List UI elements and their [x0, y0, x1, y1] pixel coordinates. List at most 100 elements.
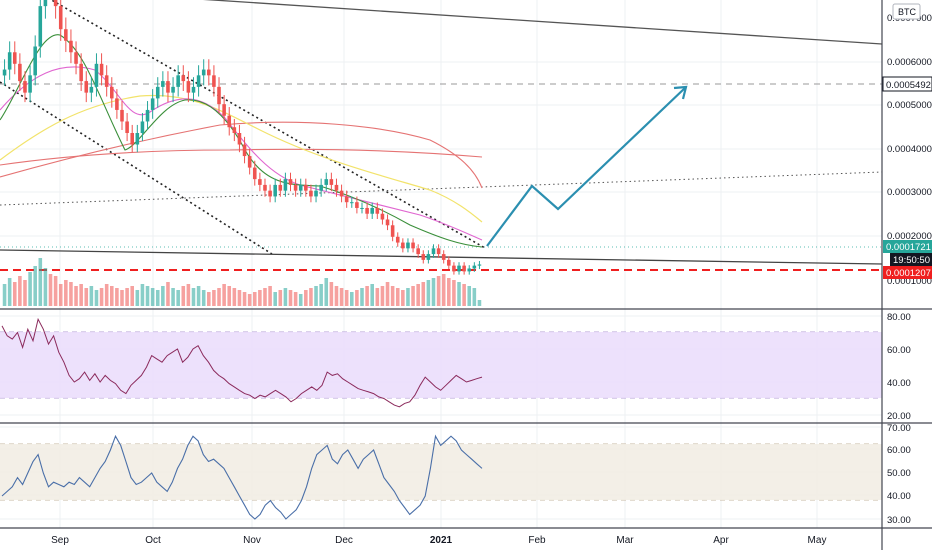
candle: [298, 178, 303, 197]
candle: [201, 59, 206, 86]
candle: [120, 101, 124, 130]
volume-bar: [304, 290, 308, 306]
volume-bar: [452, 280, 456, 306]
stoch-band: [0, 444, 882, 500]
last-price-tag: 0.0001721: [883, 240, 932, 253]
volume-bar: [436, 276, 441, 306]
support-trendline[interactable]: [0, 249, 883, 265]
rsi-band: [0, 332, 882, 398]
volume-bar: [186, 284, 191, 306]
long-trendline[interactable]: [0, 0, 883, 45]
stoch-tick-label: 30.00: [887, 515, 911, 526]
volume-bar: [125, 288, 129, 306]
rsi-line: [1, 317, 483, 408]
drawings: [0, 0, 883, 271]
svg-text:19:50:50: 19:50:50: [893, 255, 930, 266]
volume-bar: [350, 292, 354, 306]
price-tick-label: 0.0005000: [887, 100, 932, 111]
volume-bar: [2, 284, 7, 306]
candle: [344, 190, 349, 208]
volume-bar: [477, 300, 482, 306]
projection-path[interactable]: [486, 85, 688, 247]
candle: [355, 196, 359, 214]
svg-text:0.0001721: 0.0001721: [886, 242, 931, 253]
volume-bar: [263, 288, 267, 306]
volume-bar: [176, 290, 180, 306]
candle: [268, 184, 272, 203]
volume-bar: [181, 286, 186, 306]
candle: [18, 53, 22, 91]
rsi-axis[interactable]: 80.00 60.00 40.00 20.00: [887, 312, 911, 422]
volume-bar: [309, 288, 313, 306]
volume-bar: [355, 290, 359, 306]
channel-top-line[interactable]: [48, 0, 486, 249]
volume-bar: [283, 288, 288, 306]
dotted-resistance-line[interactable]: [0, 171, 883, 206]
time-axis[interactable]: Sep Oct Nov Dec 2021 Feb Mar Apr May: [51, 535, 826, 546]
volume-bar: [273, 292, 277, 306]
x-tick-label: Oct: [145, 535, 161, 546]
candle: [12, 41, 17, 75]
candle: [380, 208, 385, 225]
candle: [171, 77, 175, 103]
volume-bar: [28, 272, 32, 306]
candle: [385, 214, 390, 231]
volume-bar: [74, 286, 78, 306]
volume-bar: [268, 286, 272, 306]
candle: [110, 77, 114, 108]
volume-bar: [150, 288, 155, 306]
volume-bar: [339, 288, 344, 306]
volume-bar: [401, 290, 405, 306]
channel-bottom-line[interactable]: [0, 81, 273, 255]
volume-bar: [33, 266, 37, 306]
stoch-line: [1, 434, 483, 520]
volume-bar: [258, 290, 262, 306]
candle: [176, 65, 180, 97]
volume-bar: [426, 280, 431, 306]
volume-bar: [201, 290, 206, 306]
candle: [104, 65, 109, 97]
candle: [406, 238, 410, 253]
candle: [395, 232, 400, 247]
volume-bar: [329, 282, 334, 306]
countdown-tag: 19:50:50: [890, 253, 932, 266]
candle: [467, 265, 472, 275]
volume-bar: [48, 274, 53, 306]
stoch-axis[interactable]: 70.00 60.00 50.00 40.00 30.00: [887, 423, 911, 526]
candlesticks: [2, 0, 482, 275]
candle: [2, 59, 7, 86]
volume-bar: [247, 294, 252, 306]
volume-bar: [110, 286, 114, 306]
svg-text:0.0005492: 0.0005492: [886, 80, 931, 91]
volume-bar: [18, 276, 22, 306]
candle: [155, 77, 160, 108]
x-tick-label: Sep: [51, 535, 69, 546]
candle: [232, 118, 237, 142]
candle: [401, 238, 405, 253]
candle: [452, 262, 456, 275]
candle: [38, 0, 43, 58]
rsi-tick-label: 80.00: [887, 312, 911, 323]
candle: [23, 71, 27, 103]
candle: [161, 71, 165, 97]
candle: [207, 59, 211, 86]
symbol-badge[interactable]: BTC: [892, 3, 921, 20]
candle: [462, 262, 466, 275]
candle: [217, 77, 221, 114]
candle: [252, 160, 257, 186]
volume-bar: [104, 284, 109, 306]
stoch-tick-label: 40.00: [887, 491, 911, 502]
candle: [304, 178, 308, 197]
volume-bar: [79, 284, 83, 306]
volume-bar: [53, 276, 58, 306]
x-tick-label: Dec: [335, 535, 353, 546]
candle: [135, 124, 140, 153]
volume-bar: [12, 282, 17, 306]
volume-bar: [344, 290, 349, 306]
volume-bar: [467, 286, 472, 306]
target-price-tag: 0.0005492: [882, 76, 932, 92]
candle: [242, 136, 247, 164]
volume-bar: [298, 294, 303, 306]
candle: [140, 112, 145, 142]
